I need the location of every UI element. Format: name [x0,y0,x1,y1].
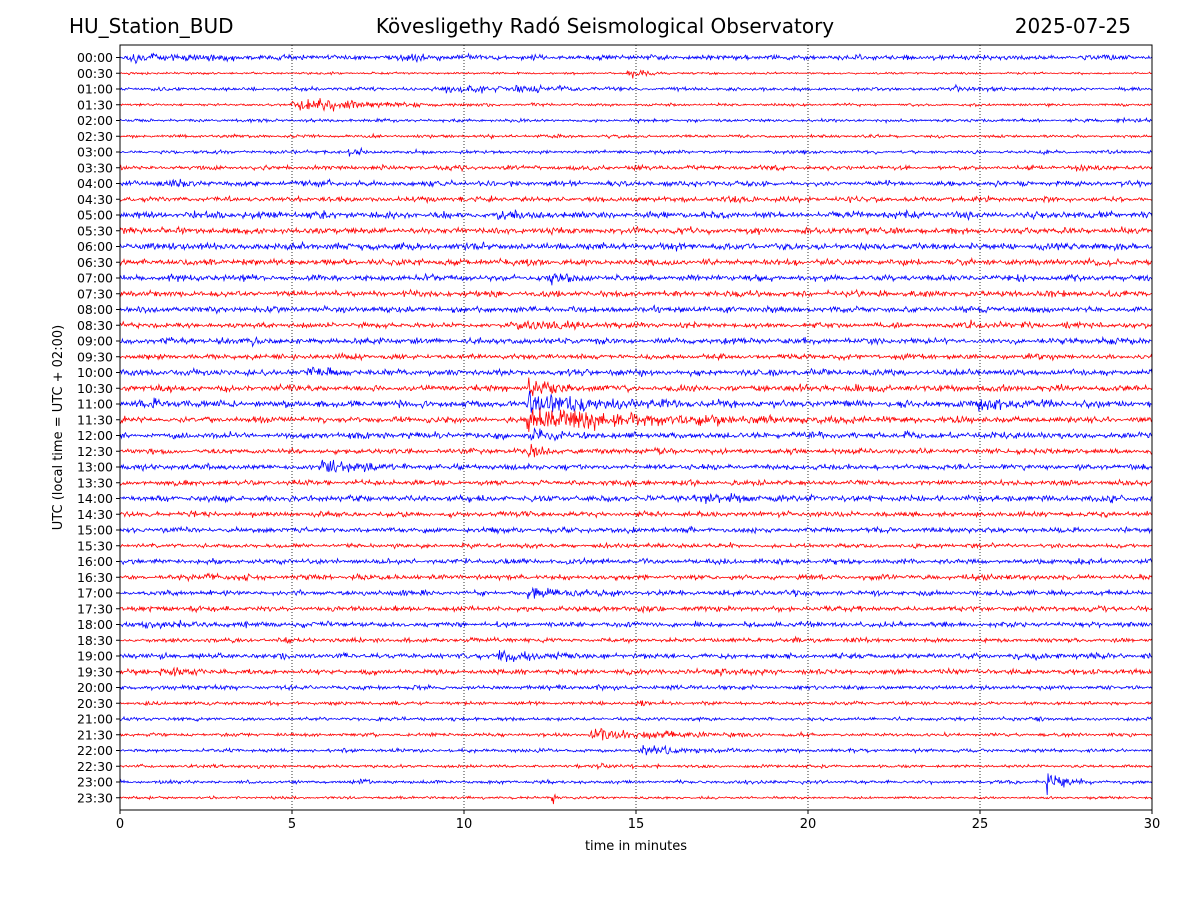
trace-0500 [120,208,1152,222]
trace-1130 [120,407,1152,433]
y-tick-label-1230: 12:30 [77,444,113,459]
y-axis-label: UTC (local time = UTC + 02:00) [51,325,66,530]
trace-1530 [120,541,1152,550]
y-tick-label-1030: 10:30 [77,381,113,396]
y-tick-label-0930: 09:30 [77,349,113,364]
y-tick-label-2200: 22:00 [77,743,113,758]
y-tick-label-0430: 04:30 [77,192,113,207]
x-tick-label-0: 0 [116,817,124,832]
y-tick-label-1430: 14:30 [77,507,113,522]
y-tick-label-1700: 17:00 [77,586,113,601]
trace-0230 [120,132,1152,140]
trace-1100 [120,390,1152,413]
y-tick-label-0730: 07:30 [77,286,113,301]
x-tick-label-15: 15 [628,817,645,832]
y-tick-label-1100: 11:00 [77,397,113,412]
y-tick-label-0700: 07:00 [77,271,113,286]
y-tick-label-1800: 18:00 [77,617,113,632]
y-tick-label-2100: 21:00 [77,712,113,727]
trace-0100 [120,83,1152,94]
trace-0530 [120,225,1152,236]
trace-0830 [120,319,1152,331]
trace-2300 [120,773,1152,796]
trace-0030 [120,69,1152,79]
y-tick-label-2300: 23:00 [77,775,113,790]
y-tick-label-0630: 06:30 [77,255,113,270]
y-tick-label-0830: 08:30 [77,318,113,333]
y-tick-label-1330: 13:30 [77,475,113,490]
y-tick-label-0100: 01:00 [77,82,113,97]
trace-0930 [120,351,1152,362]
trace-1700 [120,586,1152,600]
trace-0300 [120,146,1152,157]
trace-1930 [120,666,1152,678]
x-tick-label-20: 20 [800,817,817,832]
y-tick-label-1830: 18:30 [77,633,113,648]
y-tick-label-2230: 22:30 [77,759,113,774]
y-tick-label-2000: 20:00 [77,680,113,695]
date-title: 2025-07-25 [1014,14,1131,38]
y-tick-label-2130: 21:30 [77,727,113,742]
y-tick-label-0500: 05:00 [77,208,113,223]
y-tick-label-0400: 04:00 [77,176,113,191]
y-tick-label-1630: 16:30 [77,570,113,585]
y-tick-label-1600: 16:00 [77,554,113,569]
trace-0900 [120,335,1152,348]
y-tick-label-2330: 23:30 [77,790,113,805]
y-tick-label-1900: 19:00 [77,649,113,664]
x-tick-label-10: 10 [456,817,473,832]
trace-2100 [120,715,1152,723]
trace-0430 [120,194,1152,205]
x-axis-label: time in minutes [585,839,687,854]
chart-title: Kövesligethy Radó Seismological Observat… [375,14,835,38]
y-tick-label-1200: 12:00 [77,428,113,443]
trace-0130 [120,98,1152,112]
y-tick-label-1400: 14:00 [77,491,113,506]
y-tick-label-1730: 17:30 [77,601,113,616]
y-tick-label-0800: 08:00 [77,302,113,317]
y-tick-label-0900: 09:00 [77,334,113,349]
y-tick-label-1530: 15:30 [77,538,113,553]
station-title: HU_Station_BUD [69,14,234,38]
trace-1500 [120,525,1152,535]
trace-0200 [120,116,1152,125]
trace-0630 [120,256,1152,268]
y-tick-label-0200: 02:00 [77,113,113,128]
y-tick-label-0530: 05:30 [77,223,113,238]
traces [120,52,1152,805]
y-tick-label-1930: 19:30 [77,664,113,679]
trace-2330 [120,793,1152,805]
y-tick-label-1000: 10:00 [77,365,113,380]
y-tick-label-0600: 06:00 [77,239,113,254]
y-tick-label-0000: 00:00 [77,50,113,65]
y-tick-label-1500: 15:00 [77,523,113,538]
x-tick-label-25: 25 [972,817,989,832]
y-tick-label-0330: 03:30 [77,160,113,175]
y-tick-label-1300: 13:00 [77,460,113,475]
trace-1300 [120,459,1152,473]
x-tick-label-30: 30 [1144,817,1161,832]
trace-0800 [120,304,1152,315]
y-tick-label-0030: 00:30 [77,66,113,81]
y-tick-label-2030: 20:30 [77,696,113,711]
trace-0730 [120,288,1152,299]
trace-2230 [120,762,1152,771]
x-tick-label-5: 5 [288,817,296,832]
y-tick-label-1130: 11:30 [77,412,113,427]
y-tick-label-0130: 01:30 [77,97,113,112]
y-tick-label-0300: 03:00 [77,145,113,160]
y-tick-label-0230: 02:30 [77,129,113,144]
